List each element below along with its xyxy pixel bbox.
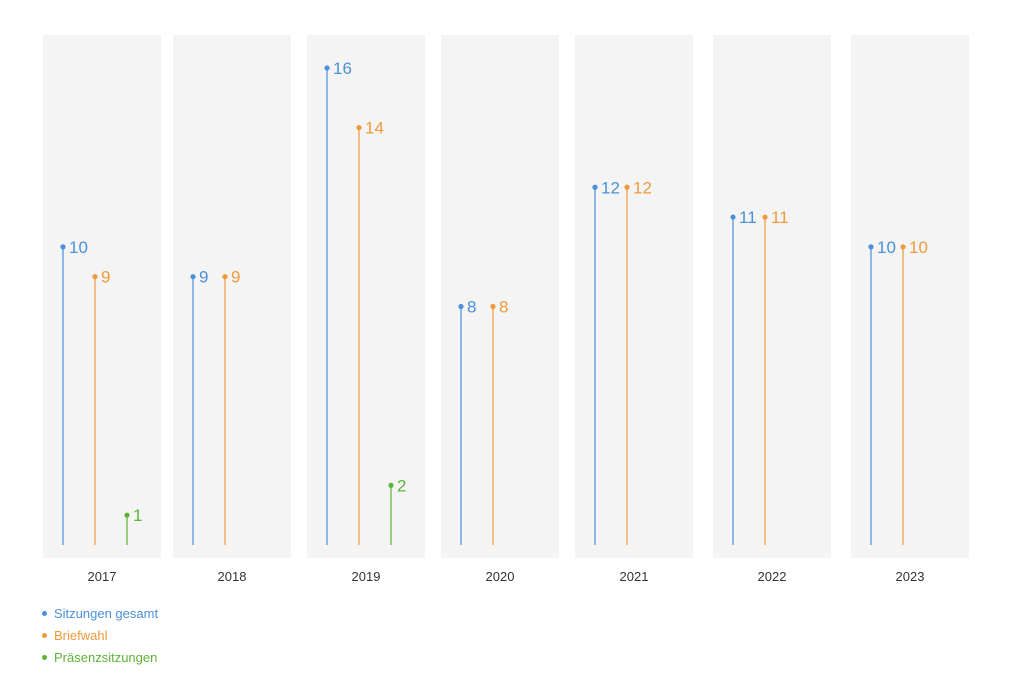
- point-briefwahl-2019: [356, 125, 362, 131]
- point-sitzungen-gesamt-2020: [458, 303, 464, 310]
- panel-2019: [307, 35, 425, 558]
- panel-2021: [575, 35, 693, 558]
- legend-item-sitzungen-gesamt: Sitzungen gesamt: [42, 602, 158, 624]
- point-briefwahl-2017: [92, 274, 98, 280]
- value-label-briefwahl-2019: 14: [365, 119, 384, 138]
- point-sitzungen-gesamt-2019: [324, 65, 330, 71]
- point-pr-senzsitzungen-2017: [124, 512, 130, 518]
- point-briefwahl-2023: [900, 244, 906, 250]
- point-sitzungen-gesamt-2023: [868, 244, 874, 250]
- x-tick-label-2023: 2023: [896, 569, 925, 584]
- legend-marker-praesenzsitzungen: [42, 654, 47, 660]
- value-label-pr-senzsitzungen-2019: 2: [397, 476, 406, 495]
- legend-label-praesenzsitzungen: Präsenzsitzungen: [54, 649, 158, 665]
- value-label-briefwahl-2020: 8: [499, 298, 508, 317]
- value-label-sitzungen-gesamt-2021: 12: [601, 178, 620, 197]
- legend-marker-sitzungen-gesamt: [42, 610, 47, 616]
- panel-2020: [441, 35, 559, 558]
- value-label-sitzungen-gesamt-2017: 10: [69, 238, 88, 257]
- point-briefwahl-2022: [762, 214, 768, 220]
- point-sitzungen-gesamt-2021: [592, 184, 598, 190]
- panel-2022: [713, 35, 831, 558]
- panel-2017: [43, 35, 161, 558]
- value-label-sitzungen-gesamt-2023: 10: [877, 238, 896, 257]
- legend-label-sitzungen-gesamt: Sitzungen gesamt: [54, 605, 159, 621]
- value-label-sitzungen-gesamt-2020: 8: [467, 298, 476, 317]
- value-label-sitzungen-gesamt-2018: 9: [199, 268, 208, 287]
- point-sitzungen-gesamt-2022: [730, 214, 736, 220]
- x-tick-label-2021: 2021: [620, 569, 649, 584]
- point-sitzungen-gesamt-2018: [190, 274, 196, 280]
- lollipop-chart: 2017 10 9 1 2018 9 9 2019 16 14 2 2020 8 8 2021 12 12 202…: [43, 35, 969, 584]
- x-tick-label-2020: 2020: [486, 569, 515, 584]
- value-label-briefwahl-2021: 12: [633, 178, 652, 197]
- x-tick-label-2017: 2017: [88, 569, 117, 584]
- value-label-briefwahl-2023: 10: [909, 238, 928, 257]
- legend-marker-briefwahl: [42, 632, 47, 638]
- value-label-briefwahl-2018: 9: [231, 268, 240, 287]
- legend-item-briefwahl: Briefwahl: [42, 624, 158, 646]
- x-tick-label-2019: 2019: [352, 569, 381, 584]
- panel-2023: [851, 35, 969, 558]
- point-sitzungen-gesamt-2017: [60, 244, 66, 250]
- value-label-sitzungen-gesamt-2022: 11: [739, 208, 757, 227]
- point-briefwahl-2021: [624, 184, 630, 190]
- value-label-sitzungen-gesamt-2019: 16: [333, 59, 352, 78]
- point-pr-senzsitzungen-2019: [388, 482, 394, 488]
- panel-2018: [173, 35, 291, 558]
- value-label-pr-senzsitzungen-2017: 1: [133, 506, 142, 525]
- point-briefwahl-2018: [222, 274, 228, 280]
- x-tick-label-2018: 2018: [218, 569, 247, 584]
- point-briefwahl-2020: [490, 303, 496, 310]
- value-label-briefwahl-2022: 11: [771, 208, 789, 227]
- legend-item-praesenzsitzungen: Präsenzsitzungen: [42, 646, 158, 668]
- value-label-briefwahl-2017: 9: [101, 268, 110, 287]
- x-tick-label-2022: 2022: [758, 569, 787, 584]
- legend-label-briefwahl: Briefwahl: [54, 627, 108, 643]
- legend: Sitzungen gesamt Briefwahl Präsenzsitzun…: [42, 602, 158, 668]
